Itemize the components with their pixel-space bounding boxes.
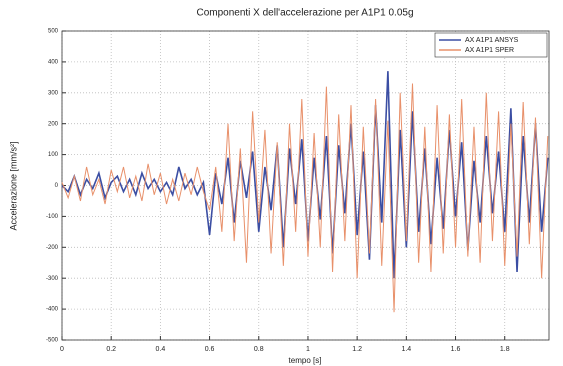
x-tick-label: 1 [306,346,310,353]
y-tick-label: 0 [55,183,59,189]
y-tick-label: -500 [46,338,59,344]
legend-label: AX A1P1 ANSYS [465,37,519,44]
y-tick-label: 400 [48,59,59,65]
x-tick-label: 1.8 [500,346,510,353]
y-tick-label: 500 [48,29,59,35]
y-tick-label: -100 [46,214,59,220]
legend-box [434,32,548,58]
x-tick-label: 0 [60,346,64,353]
legend-label: AX A1P1 SPER [465,47,514,54]
y-tick-label: 200 [48,121,59,127]
x-tick-label: 1.4 [401,346,411,353]
y-tick-label: 300 [48,90,59,96]
y-tick-label: 100 [48,152,59,158]
x-tick-label: 1.2 [352,346,362,353]
chart-title: Componenti X dell'accelerazione per A1P1… [196,8,413,19]
x-axis-label: tempo [s] [289,356,322,365]
x-tick-label: 0.2 [106,346,116,353]
y-tick-label: -200 [46,245,59,251]
y-tick-label: -400 [46,307,59,313]
x-tick-label: 0.4 [156,346,166,353]
y-axis-label: Accelerazione [mm/s²] [8,141,18,230]
x-tick-label: 1.6 [451,346,461,353]
x-tick-label: 0.6 [205,346,215,353]
x-tick-label: 0.8 [254,346,264,353]
series-line [61,83,549,313]
y-tick-label: -300 [46,276,59,282]
